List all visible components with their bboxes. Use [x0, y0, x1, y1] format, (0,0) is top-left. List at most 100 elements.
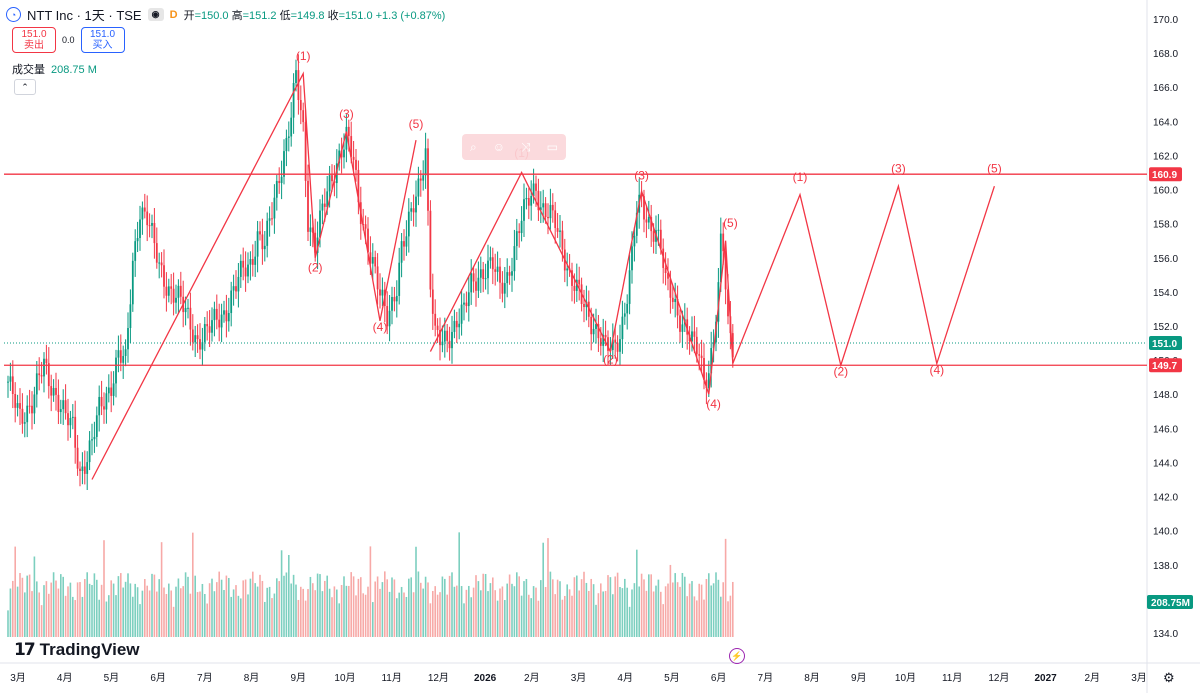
search-icon[interactable]: ⌕ [470, 139, 477, 154]
link-icon[interactable]: ⤨ [521, 139, 531, 154]
volume-bar [643, 579, 645, 637]
volume-bar [552, 579, 554, 637]
candle-body [302, 110, 305, 123]
candle-body [722, 233, 725, 252]
volume-bar [424, 576, 427, 637]
flash-icon[interactable]: ⚡ [729, 648, 745, 664]
volume-bar [688, 583, 691, 637]
comment-icon[interactable]: ☺ [492, 140, 505, 154]
candle-body [220, 314, 223, 328]
chevron-up-icon: ⌃ [21, 81, 29, 92]
candle-body [386, 306, 389, 327]
volume-bar [280, 550, 283, 637]
symbol-title[interactable]: NTT Inc · 1天 · TSE [27, 8, 142, 23]
trash-icon[interactable]: ▭ [546, 140, 558, 154]
volume-bar [220, 579, 223, 637]
candle-body [547, 216, 549, 219]
volume-bar [451, 572, 453, 637]
candle-body [146, 211, 149, 226]
volume-bar [609, 577, 612, 637]
volume-bar [211, 578, 213, 637]
candle-body [422, 175, 425, 181]
volume-bar [242, 580, 244, 637]
candle-body [95, 415, 98, 437]
volume-bar [732, 581, 734, 637]
volume-bar [420, 582, 422, 637]
candle-body [616, 342, 619, 352]
volume-bar [331, 597, 333, 637]
volume-bar [249, 578, 252, 637]
volume-bar [487, 591, 489, 637]
volume-bar [136, 587, 139, 637]
candle-body [599, 338, 602, 346]
volume-bar [664, 586, 667, 637]
volume-bar [583, 571, 585, 637]
candle-body [275, 180, 278, 198]
volume-bar [523, 581, 525, 637]
volume-bar [156, 591, 158, 637]
tv-logo-mark: 17 [14, 640, 36, 660]
volume-value: 208.75 M [51, 64, 97, 76]
volume-bar [304, 600, 307, 637]
volume-bar [528, 594, 530, 637]
volume-bar [175, 586, 177, 637]
eye-icon[interactable]: ◉ [147, 8, 164, 21]
low-value: =149.8 [290, 9, 325, 22]
volume-bar [388, 591, 391, 637]
tradingview-logo[interactable]: 17 TradingView [14, 640, 140, 660]
volume-bar [348, 585, 350, 637]
gear-icon[interactable]: ⚙ [1163, 670, 1175, 685]
candle-body [695, 336, 698, 355]
candle-body [76, 447, 79, 469]
y-tick-label: 164.0 [1153, 117, 1178, 128]
volume-bar [439, 592, 441, 637]
buy-button[interactable]: 151.0 买入 [80, 27, 125, 53]
volume-bar [33, 556, 36, 637]
close-value: =151.0 [338, 9, 373, 22]
candle-body [45, 358, 48, 364]
volume-bar [235, 585, 237, 637]
candle-body [463, 302, 465, 305]
x-tick-label: 3月 [1131, 672, 1147, 684]
volume-bar [288, 555, 290, 637]
candle-body [578, 279, 581, 285]
volume-bar [715, 572, 717, 637]
candle-body [479, 269, 482, 278]
x-tick-label: 7月 [758, 672, 774, 684]
candle-body [503, 283, 506, 294]
candle-body [230, 290, 233, 314]
collapse-legend-button[interactable]: ⌃ [14, 79, 36, 95]
candle-body [693, 331, 696, 337]
candle-body [249, 259, 252, 265]
candle-body [184, 307, 187, 313]
volume-bar [612, 594, 614, 637]
volume-bar [100, 584, 103, 637]
volume-indicator-legend[interactable]: 成交量 208.75 M [12, 61, 97, 77]
candle-body [520, 220, 523, 234]
volume-bar [571, 595, 573, 637]
volume-bar [400, 586, 403, 637]
volume-bar [530, 598, 532, 637]
candle-body [326, 191, 329, 207]
volume-bar [700, 584, 703, 637]
volume-bar [681, 572, 684, 637]
volume-bar [48, 593, 50, 637]
volume-bar [278, 581, 280, 637]
volume-bar [196, 592, 199, 637]
sell-button[interactable]: 151.0 卖出 [12, 27, 56, 53]
volume-bar [578, 590, 580, 637]
volume-bar [259, 574, 261, 637]
volume-bar [592, 584, 595, 637]
volume-bar [170, 590, 172, 637]
volume-bar [369, 546, 372, 637]
drawing-floating-toolbar[interactable]: ⌕ ☺ ⤨ ▭ [462, 134, 566, 160]
volume-bar [340, 584, 343, 637]
candle-body [621, 316, 624, 340]
candle-body [657, 229, 660, 231]
volume-bar [657, 579, 660, 637]
x-tick-label: 6月 [150, 672, 166, 684]
volume-bar [163, 587, 165, 637]
volume-bar [456, 585, 458, 637]
candle-body [491, 257, 494, 270]
